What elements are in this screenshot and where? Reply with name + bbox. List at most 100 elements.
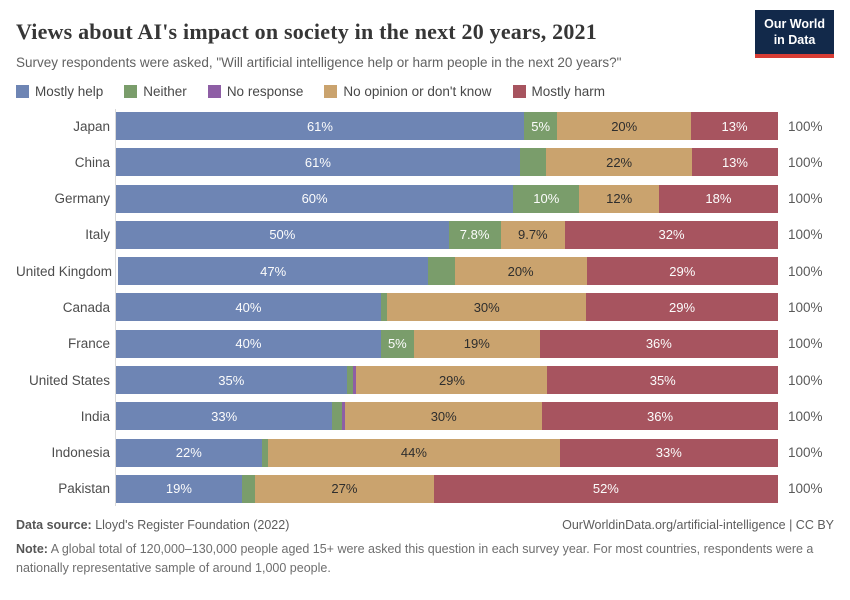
legend-item-no_response: No response [207,84,304,99]
segment-value-label: 35% [218,372,245,388]
country-label: Japan [73,118,110,134]
segment-value-label: 19% [165,481,192,497]
segment-value-label: 35% [649,372,676,388]
segment-value-label: 5% [387,336,407,352]
segment-value-label: 22% [175,445,202,461]
bar-row: Pakistan 19% 27% 52% 100% [16,474,834,503]
segment-neither [428,257,455,286]
segment-value-label: 36% [647,408,674,424]
segment-value-label: 33% [655,445,682,461]
legend-swatch-no_opinion [324,85,338,98]
country-label: Indonesia [51,445,110,461]
row-total-label: 100% [788,299,823,315]
segment-mostly_harm: 35% [547,366,779,395]
owid-logo: Our World in Data [755,10,834,58]
country-label: France [67,336,110,352]
segment-no_opinion: 30% [345,402,543,431]
segment-value-label: 61% [304,154,331,170]
segment-value-label: 20% [507,263,534,279]
row-total-label: 100% [788,154,823,170]
legend-label: Mostly harm [531,84,606,99]
segment-value-label: 40% [235,299,262,315]
country-label: Italy [85,227,110,243]
bar-row: Indonesia 22% 44% 33% 100% [16,438,834,467]
segment-mostly_help: 47% [118,257,429,286]
country-label: United States [28,372,110,388]
bar-track: 35% 29% 35% [116,366,779,395]
segment-value-label: 18% [705,191,732,207]
legend-swatch-mostly_help [16,85,29,98]
legend-item-mostly_harm: Mostly harm [512,84,606,99]
segment-value-label: 12% [606,191,633,207]
segment-neither [380,293,388,322]
data-source-label: Data source: [16,517,92,532]
owid-url-link[interactable]: OurWorldinData.org/artificial-intelligen… [562,517,834,532]
segment-mostly_harm: 29% [586,257,778,286]
segment-value-label: 36% [645,336,672,352]
segment-mostly_harm: 33% [559,438,778,467]
legend-item-mostly_help: Mostly help [16,84,103,99]
row-total-label: 100% [788,408,823,424]
note-label: Note: [16,541,48,556]
segment-mostly_harm: 36% [539,329,778,358]
segment-value-label: 22% [606,154,633,170]
segment-value-label: 13% [721,154,748,170]
segment-value-label: 20% [611,118,638,134]
legend-swatch-no_response [207,85,221,98]
chart-note: Note: A global total of 120,000–130,000 … [16,540,834,578]
segment-no_opinion: 27% [255,474,434,503]
bar-track: 60% 10% 12% 18% [116,184,778,213]
segment-mostly_help: 61% [116,148,520,177]
bar-row: France 40% 5% 19% 36% 100% [16,329,834,358]
segment-mostly_help: 40% [116,329,381,358]
row-total-label: 100% [788,118,823,134]
segment-no_opinion: 30% [387,293,587,322]
chart-rows: Japan 61% 5% 20% 13% 100% China 61% 22% 13% 100% Ge… [16,112,834,503]
page-title: Views about AI's impact on society in th… [16,19,597,44]
segment-mostly_help: 35% [116,366,347,395]
segment-value-label: 29% [669,263,696,279]
segment-mostly_help: 40% [116,293,381,322]
segment-value-label: 13% [721,118,748,134]
segment-value-label: 60% [301,191,328,207]
segment-mostly_harm: 13% [691,148,778,177]
segment-no_opinion: 12% [579,184,659,213]
segment-no_opinion: 9.7% [500,220,566,249]
footer: Data source: Lloyd's Register Foundation… [16,518,834,578]
row-total-label: 100% [788,445,823,461]
bar-track: 61% 5% 20% 13% [116,112,778,140]
segment-no_opinion: 29% [356,366,548,395]
bar-row: India 33% 30% 36% 100% [16,402,834,431]
segment-mostly_help: 33% [116,402,333,431]
segment-mostly_help: 22% [116,438,262,467]
country-label: Canada [62,299,110,315]
segment-value-label: 7.8% [459,227,490,243]
segment-mostly_help: 19% [116,474,242,503]
segment-no_opinion: 22% [546,148,692,177]
segment-value-label: 19% [463,336,490,352]
segment-value-label: 29% [438,372,465,388]
bar-row: Japan 61% 5% 20% 13% 100% [16,112,834,140]
legend-label: Mostly help [35,84,104,99]
legend-swatch-mostly_harm [512,85,526,98]
segment-mostly_harm: 32% [565,220,778,249]
country-label: Pakistan [58,481,110,497]
row-total-label: 100% [788,263,823,279]
segment-value-label: 61% [306,118,333,134]
owid-logo-line2: in Data [773,33,816,48]
segment-no_response [342,402,346,431]
segment-mostly_help: 50% [116,220,449,249]
segment-no_opinion: 19% [413,329,540,358]
segment-value-label: 44% [400,445,427,461]
segment-value-label: 32% [658,227,685,243]
owid-logo-line1: Our World [764,17,825,31]
bar-track: 22% 44% 33% [116,438,778,467]
country-label: China [74,154,110,170]
bar-row: Italy 50% 7.8% 9.7% 32% 100% [16,220,834,249]
data-source-text: Lloyd's Register Foundation (2022) [91,517,290,532]
segment-no_response [353,366,357,395]
bar-row: United States 35% 29% 35% 100% [16,366,834,395]
legend-label: No response [226,84,304,99]
segment-neither: 10% [513,184,580,213]
segment-value-label: 29% [668,299,696,315]
